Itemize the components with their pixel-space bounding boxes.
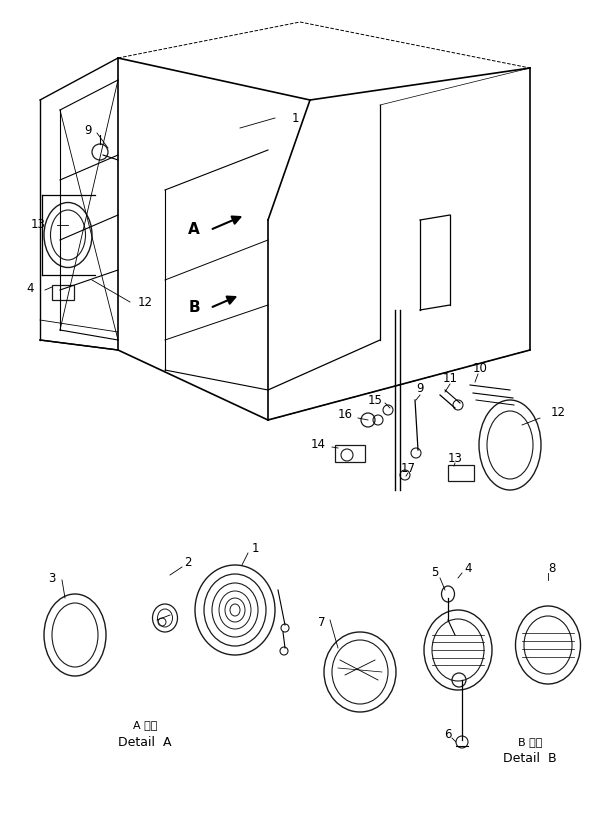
- Text: 15: 15: [368, 393, 383, 406]
- Text: A 詳細: A 詳細: [133, 720, 157, 730]
- Text: 7: 7: [318, 615, 325, 628]
- Text: 12: 12: [550, 406, 565, 419]
- Text: 14: 14: [311, 438, 325, 451]
- Text: 1: 1: [251, 542, 259, 555]
- Text: 13: 13: [30, 219, 45, 232]
- Text: 9: 9: [416, 382, 424, 394]
- Text: 8: 8: [549, 561, 556, 574]
- Bar: [335, 445, 365, 462]
- Text: 5: 5: [431, 565, 439, 579]
- Text: B 詳細: B 詳細: [518, 737, 542, 747]
- Text: 4: 4: [26, 282, 34, 295]
- Text: 1: 1: [291, 112, 299, 125]
- Text: 12: 12: [137, 295, 152, 308]
- Text: Detail  B: Detail B: [503, 752, 557, 765]
- Text: 6: 6: [444, 729, 452, 742]
- Text: A: A: [188, 223, 200, 237]
- Text: Detail  A: Detail A: [118, 735, 172, 748]
- Text: 10: 10: [472, 361, 487, 375]
- Text: B: B: [189, 300, 200, 316]
- Text: 16: 16: [337, 409, 352, 422]
- Text: 9: 9: [84, 123, 92, 136]
- Text: 11: 11: [443, 371, 458, 384]
- Bar: [52, 285, 74, 300]
- Text: 2: 2: [184, 556, 192, 569]
- Text: 4: 4: [464, 561, 472, 574]
- Text: 17: 17: [400, 462, 415, 474]
- Text: 13: 13: [447, 451, 462, 464]
- Text: 3: 3: [48, 571, 56, 584]
- Bar: [448, 465, 474, 481]
